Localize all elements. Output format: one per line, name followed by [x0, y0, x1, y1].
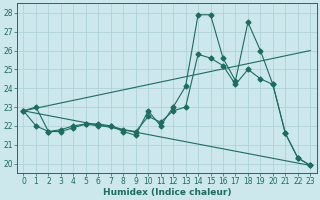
X-axis label: Humidex (Indice chaleur): Humidex (Indice chaleur) [103, 188, 231, 197]
